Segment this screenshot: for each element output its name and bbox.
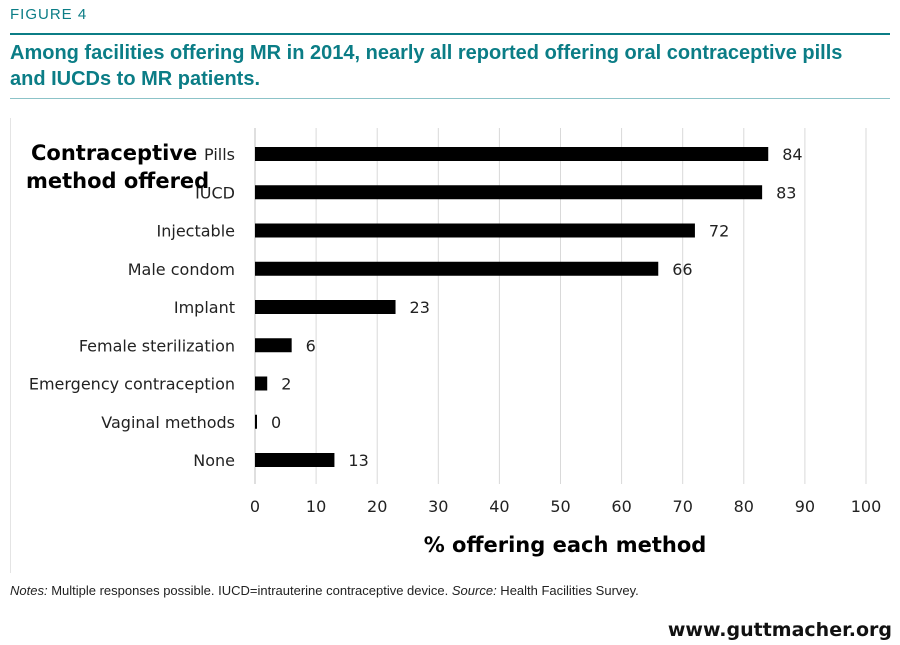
x-tick-label: 10 — [306, 497, 326, 516]
title-rule-bottom — [10, 98, 890, 99]
x-tick-label: 30 — [428, 497, 448, 516]
plot-frame: Pills IUCD Injectable Male condom Implant Fem… — [10, 118, 891, 573]
category-label: Female sterilization — [79, 336, 235, 355]
data-label: 83 — [776, 183, 796, 202]
data-label: 13 — [348, 451, 368, 470]
notes-label: Notes: — [10, 583, 48, 598]
data-label: 6 — [306, 336, 316, 355]
category-label: IUCD — [195, 183, 235, 202]
data-label: 23 — [410, 298, 430, 317]
notes-text: Multiple responses possible. IUCD=intrau… — [47, 583, 452, 598]
x-tick-label: 50 — [550, 497, 570, 516]
category-label: Pills — [204, 145, 235, 164]
source-label: Source: — [451, 583, 497, 598]
data-label: 84 — [782, 145, 802, 164]
x-tick-label: 0 — [250, 497, 260, 516]
data-label: 72 — [709, 222, 729, 241]
x-tick-label: 100 — [851, 497, 882, 516]
data-labels: 84 83 72 66 23 6 20 13 — [271, 145, 803, 470]
x-tick-label: 70 — [673, 497, 693, 516]
data-label: 66 — [672, 260, 692, 279]
chart-title: Among facilities offering MR in 2014, ne… — [10, 42, 843, 90]
category-label: Emergency contraception — [29, 375, 235, 394]
data-label: 0 — [271, 413, 281, 432]
bar — [255, 147, 769, 161]
bars — [255, 147, 769, 467]
footer-url: www.guttmacher.org — [667, 619, 892, 641]
notes: Notes: Multiple responses possible. IUCD… — [10, 583, 639, 598]
category-label: Vaginal methods — [101, 413, 235, 432]
x-axis-title: % offering each method — [424, 533, 707, 557]
category-labels: Pills IUCD Injectable Male condom Implant Fem… — [29, 145, 235, 470]
x-tick-labels: 0 10 20 30 40 50 60 70 80 90 100 — [250, 497, 881, 516]
figure-label: FIGURE 4 — [10, 6, 88, 23]
category-axis-title-line-1: Contraceptive — [31, 141, 197, 165]
x-tick-label: 40 — [489, 497, 509, 516]
x-tick-label: 60 — [611, 497, 631, 516]
data-label: 2 — [281, 375, 291, 394]
category-label: Male condom — [128, 260, 235, 279]
bar — [255, 414, 257, 429]
bar — [255, 300, 396, 314]
bar — [255, 261, 659, 276]
category-axis-title-line-2: method offered — [26, 169, 209, 193]
bar — [255, 453, 335, 467]
category-label: Injectable — [157, 222, 235, 241]
x-tick-label: 20 — [367, 497, 387, 516]
x-tick-label: 80 — [734, 497, 754, 516]
source-text: Health Facilities Survey. — [496, 583, 639, 598]
bar — [255, 376, 268, 391]
category-label: None — [193, 451, 235, 470]
bar — [255, 223, 695, 238]
title-rule-top — [10, 33, 890, 35]
bar — [255, 338, 292, 353]
bar — [255, 185, 763, 200]
x-tick-label: 90 — [795, 497, 815, 516]
bar-chart: Pills IUCD Injectable Male condom Implant Fem… — [26, 128, 881, 557]
category-label: Implant — [174, 298, 235, 317]
